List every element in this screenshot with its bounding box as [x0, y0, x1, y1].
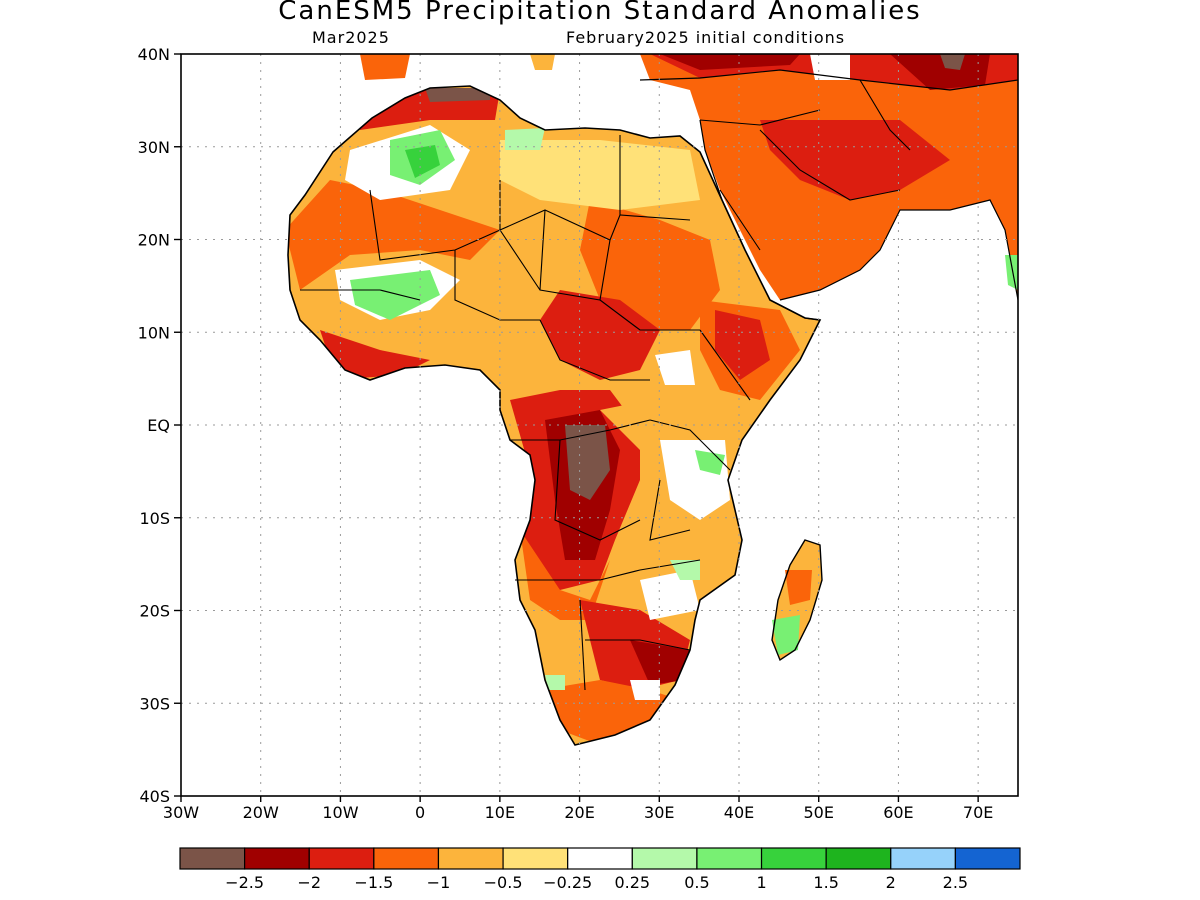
colorbar-legend: −2.5 −2 −1.5 −1 −0.5 −0.25 0.25 0.5 1 1.5 2 2.5 [179, 847, 1021, 892]
colorbar-label: 0.25 [614, 873, 650, 892]
colorbar-label: 2 [886, 873, 896, 892]
algeria-brown-region [425, 88, 490, 102]
lon-tick-label: 30E [644, 803, 674, 822]
south-sudan-white-region [655, 350, 695, 385]
middle-east-coastlines [639, 69, 1018, 321]
ethiopia-red-region [715, 310, 770, 380]
colorbar-swatch [308, 847, 375, 870]
lat-tick-label: 30N [138, 138, 170, 157]
namibia-light-green-region [545, 675, 565, 690]
colorbar-swatch [696, 847, 763, 870]
sahel-west-orange-region [288, 180, 500, 290]
chart-title: CanESM5 Precipitation Standard Anomalies [278, 0, 922, 26]
colorbar-swatch [244, 847, 310, 870]
zambezi-white-region [640, 570, 700, 620]
caucasus-white-region [810, 54, 850, 80]
lon-tick-label: 20W [243, 803, 279, 822]
lat-tick-label: 40S [139, 787, 170, 806]
lon-tick-label: 70E [963, 803, 993, 822]
malawi-light-green-region [670, 560, 700, 580]
country-borders [300, 79, 911, 691]
gulf-red-region [760, 120, 950, 200]
lon-tick-label: 40E [724, 803, 754, 822]
lon-tick-label: 60E [883, 803, 913, 822]
colorbar-swatch [954, 847, 1021, 870]
lat-tick-label: 20S [139, 602, 170, 621]
map-content [287, 54, 1018, 746]
iberia-orange-region [360, 54, 410, 80]
lon-tick-label: 10W [322, 803, 358, 822]
colorbar-swatch [890, 847, 956, 870]
colorbar-label: −1 [427, 873, 451, 892]
latitude-axis: 40N 30N 20N 10N EQ 10S 20S 30S 40S [138, 45, 181, 806]
longitude-axis: 30W 20W 10W 0 10E 20E 30E 40E 50E 60E 70E [163, 796, 993, 822]
lon-tick-label: 0 [415, 803, 425, 822]
mozambique-dark-red-region [630, 640, 690, 685]
colorbar-swatch [760, 847, 827, 870]
colorbar-label: −2.5 [225, 873, 264, 892]
lon-tick-label: 10E [485, 803, 515, 822]
colorbar-label: −0.25 [543, 873, 592, 892]
caspian-brown-region [940, 54, 965, 70]
madagascar-green-region [772, 615, 800, 655]
madagascar-orange-region [785, 570, 812, 605]
colorbar-swatch [373, 847, 440, 870]
colorbar-label: 1.5 [813, 873, 838, 892]
italy-yellow-region [530, 54, 555, 70]
lon-tick-label: 20E [564, 803, 594, 822]
colorbar-label: −1.5 [354, 873, 393, 892]
tunisia-light-green-region [505, 128, 545, 150]
mali-green-region [350, 270, 440, 320]
lon-tick-label: 30W [163, 803, 199, 822]
lat-tick-label: 10N [138, 323, 170, 342]
initial-conditions-label: February2025 initial conditions [566, 28, 846, 47]
lat-tick-label: 30S [139, 694, 170, 713]
colorbar-swatch [179, 847, 246, 870]
angola-orange-region [520, 530, 610, 620]
lat-tick-label: 20N [138, 231, 170, 250]
madagascar-coastline [771, 539, 823, 662]
colorbar-label: 1 [756, 873, 766, 892]
colorbar-swatch [631, 847, 698, 870]
colorbar-label: 0.5 [684, 873, 709, 892]
colorbar-swatch [825, 847, 892, 870]
lat-tick-label: 10S [139, 509, 170, 528]
atlas-deep-green-region [405, 145, 440, 178]
valid-month-label: Mar2025 [312, 28, 390, 47]
colorbar-swatch [567, 847, 633, 870]
lesotho-white-region [630, 680, 660, 700]
congo-brown-region [565, 425, 610, 500]
west-africa-coast-red-region [320, 330, 430, 378]
kenya-green-region [695, 450, 725, 475]
lon-tick-label: 50E [803, 803, 833, 822]
colorbar-label: −2 [297, 873, 321, 892]
colorbar-swatch [502, 847, 569, 870]
turkey-dark-red-region [660, 54, 800, 70]
lat-tick-label: EQ [147, 416, 170, 435]
colorbar-swatch [437, 847, 504, 870]
sudan-orange-region [580, 200, 720, 330]
iran-dark-red-region [890, 54, 990, 90]
lat-tick-label: 40N [138, 45, 170, 64]
colorbar-label: −0.5 [484, 873, 523, 892]
graticule [181, 54, 1018, 796]
colorbar-label: 2.5 [943, 873, 968, 892]
libya-egypt-yellow-region [500, 140, 700, 210]
central-african-red-region [540, 290, 660, 380]
